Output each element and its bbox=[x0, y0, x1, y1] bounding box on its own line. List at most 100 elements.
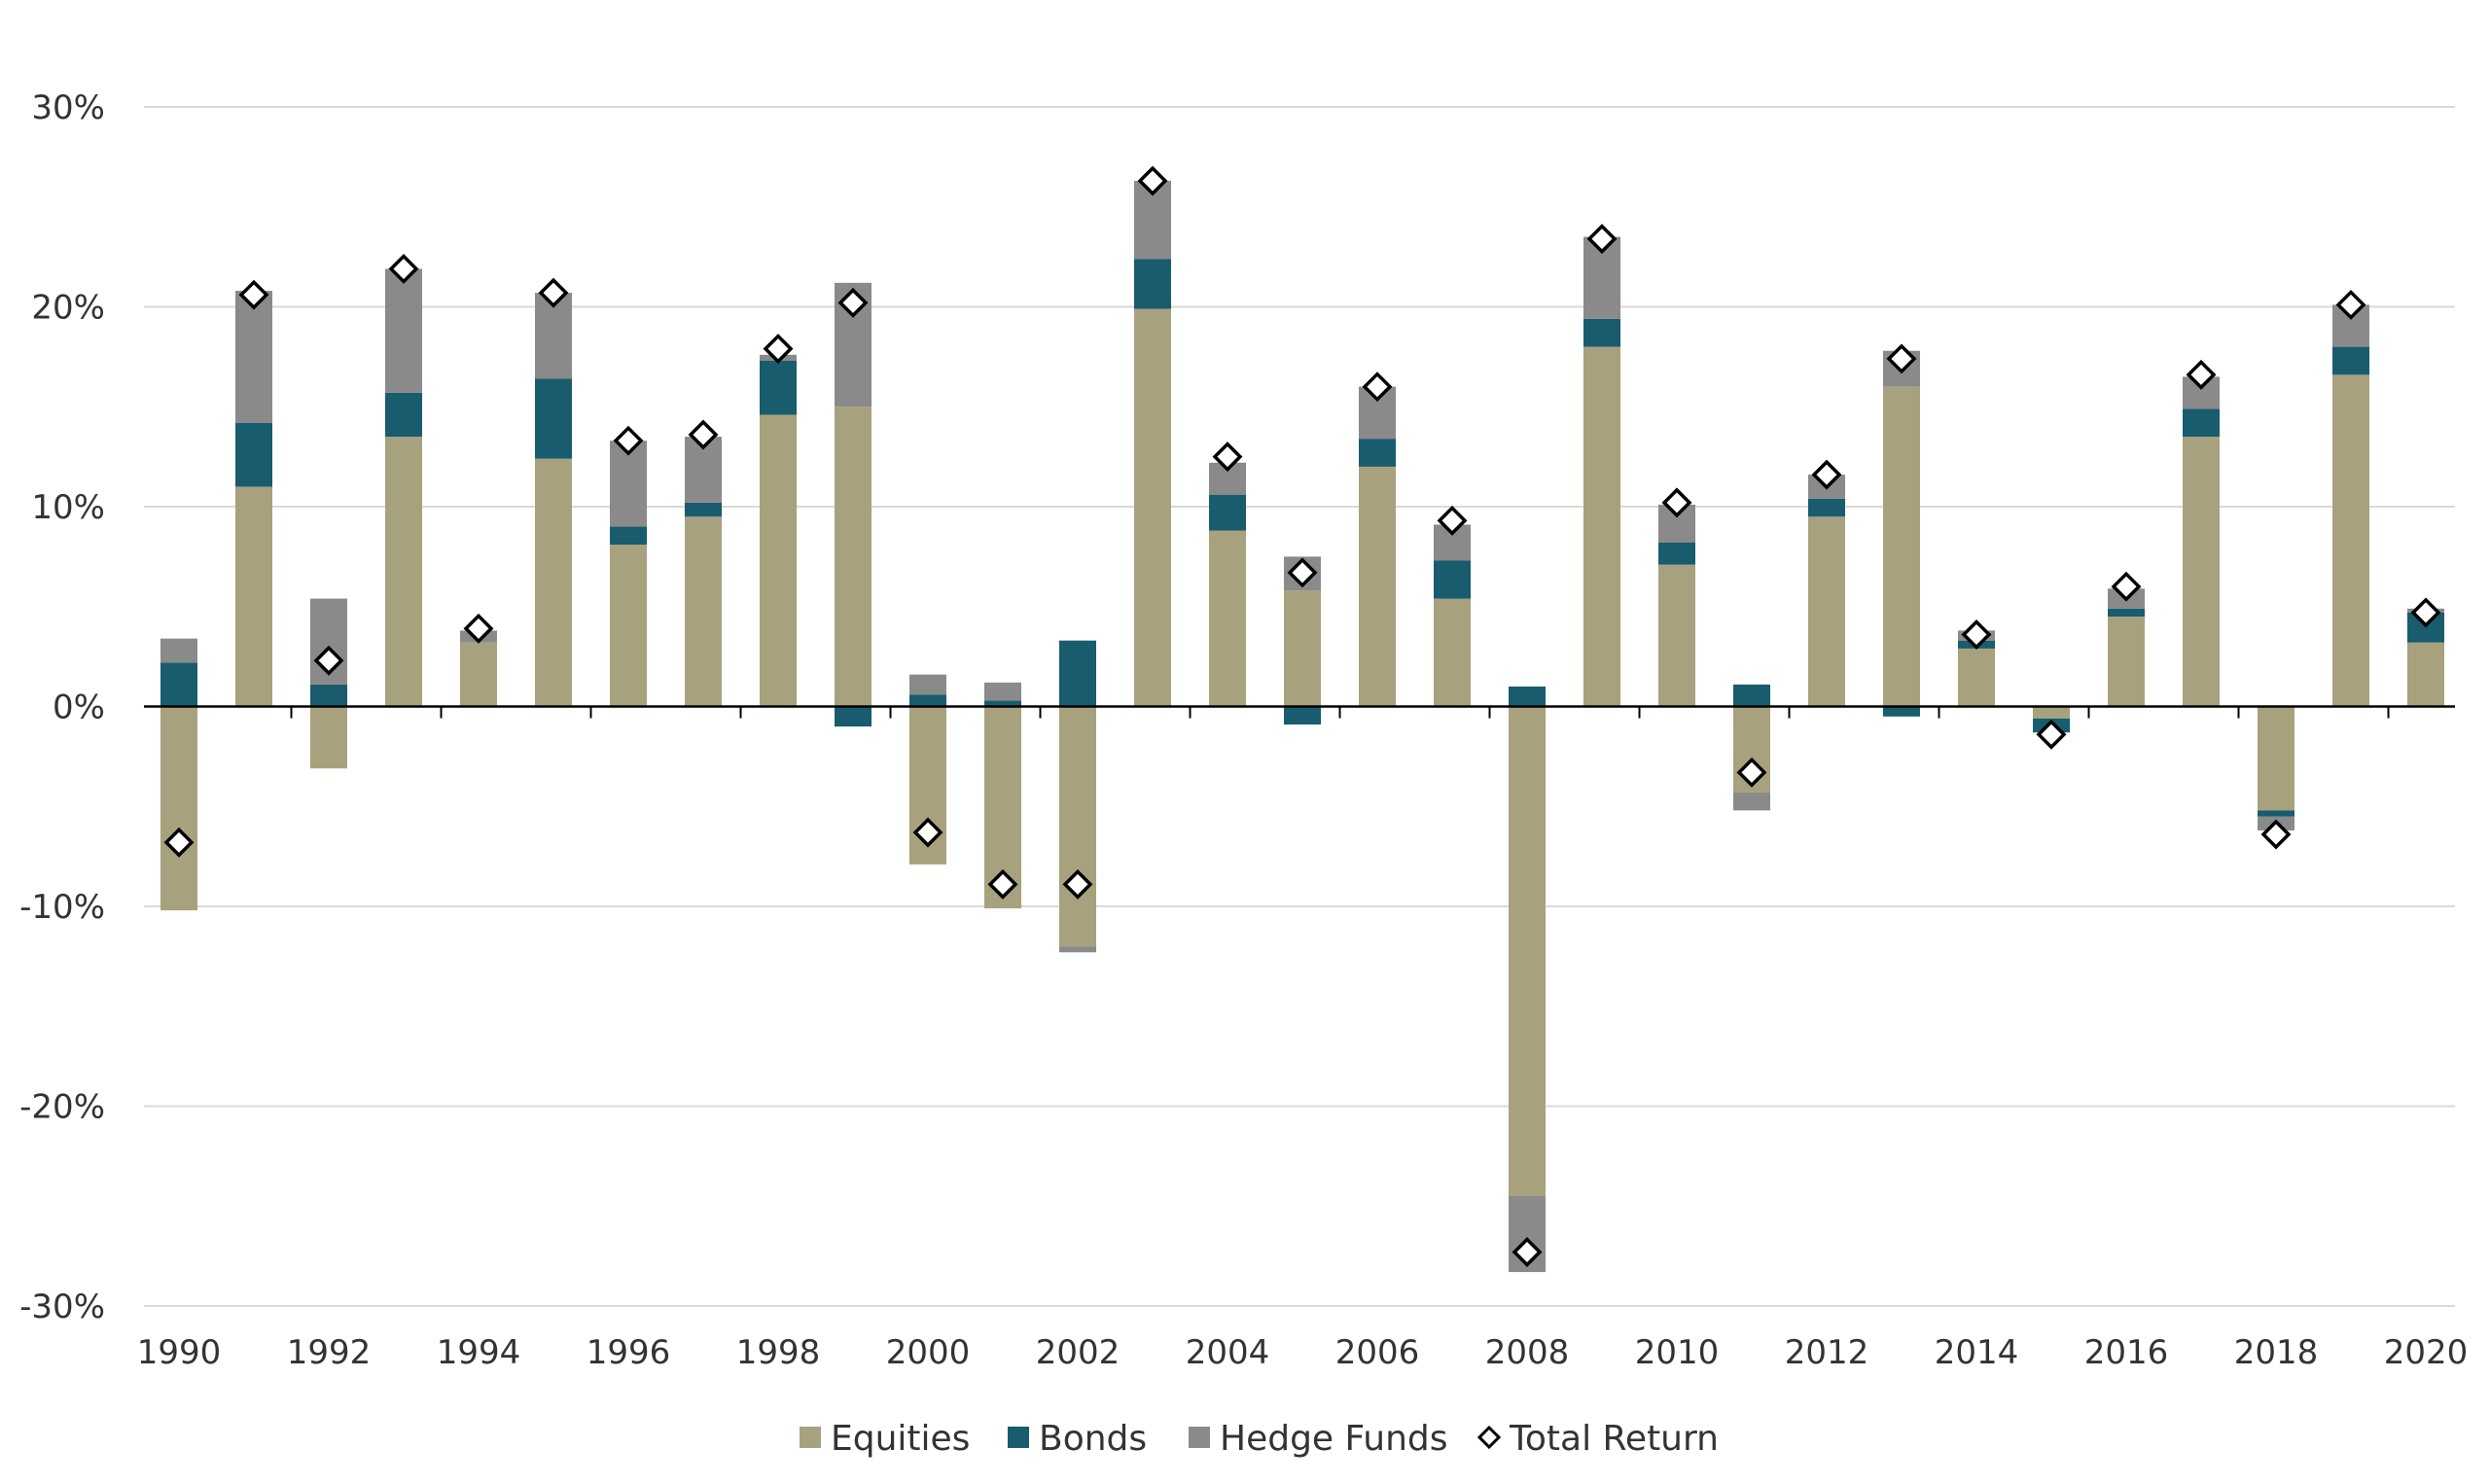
bar-equities-1990 bbox=[160, 706, 197, 911]
bar-bonds-1990 bbox=[160, 662, 197, 707]
bar-bonds-2018 bbox=[2258, 810, 2294, 817]
total-return-marker-2019 bbox=[2335, 289, 2366, 320]
y-tick-label: 10% bbox=[31, 488, 105, 527]
bar-bonds-1999 bbox=[835, 706, 872, 727]
bar-equities-2019 bbox=[2332, 374, 2369, 707]
x-tick-label: 2004 bbox=[1186, 1333, 1270, 1372]
total-return-marker-2016 bbox=[2111, 571, 2142, 602]
total-return-marker-1999 bbox=[837, 287, 869, 318]
total-return-marker-2007 bbox=[1437, 505, 1468, 536]
bar-bonds-2004 bbox=[1209, 494, 1246, 531]
total-return-marker-1990 bbox=[163, 827, 195, 858]
legend-swatch-hedge-funds bbox=[1189, 1427, 1210, 1448]
total-return-marker-1995 bbox=[538, 277, 569, 308]
x-tick-label: 2008 bbox=[1485, 1333, 1570, 1372]
total-return-marker-1998 bbox=[763, 334, 794, 365]
x-tick-label: 2016 bbox=[2084, 1333, 2169, 1372]
bar-equities-2016 bbox=[2108, 617, 2145, 707]
bar-equities-2012 bbox=[1808, 516, 1845, 707]
x-tick-label: 1992 bbox=[287, 1333, 372, 1372]
bar-hedge-funds-1993 bbox=[385, 268, 422, 393]
total-return-marker-2014 bbox=[1961, 619, 1992, 650]
x-axis bbox=[144, 705, 2455, 719]
total-return-marker-1994 bbox=[463, 613, 494, 644]
bar-bonds-2010 bbox=[1658, 542, 1695, 565]
total-return-marker-1991 bbox=[238, 279, 269, 310]
legend-label-bonds: Bonds bbox=[1039, 1419, 1147, 1459]
bar-bonds-2005 bbox=[1284, 706, 1321, 724]
legend-label-equities: Equities bbox=[831, 1419, 970, 1459]
bar-equities-1998 bbox=[760, 414, 797, 707]
total-return-marker-2009 bbox=[1586, 224, 1618, 255]
bar-equities-2007 bbox=[1434, 598, 1471, 707]
y-tick-label: -10% bbox=[19, 888, 105, 927]
gridlines bbox=[144, 106, 2455, 1307]
x-tick-label: 1990 bbox=[137, 1333, 222, 1372]
bar-equities-2003 bbox=[1134, 308, 1171, 707]
total-return-marker-2018 bbox=[2260, 819, 2292, 850]
legend-label-hedge-funds: Hedge Funds bbox=[1220, 1419, 1448, 1459]
bar-equities-2010 bbox=[1658, 564, 1695, 707]
x-tick-label: 2006 bbox=[1335, 1333, 1420, 1372]
bar-hedge-funds-1991 bbox=[235, 291, 272, 423]
total-return-marker-2006 bbox=[1362, 371, 1393, 403]
bar-bonds-2017 bbox=[2183, 408, 2220, 438]
x-tick-label: 2010 bbox=[1635, 1333, 1720, 1372]
legend: Equities Bonds Hedge Funds Total Return bbox=[800, 1419, 1719, 1459]
y-tick-label: 20% bbox=[31, 289, 105, 328]
legend-swatch-total-return bbox=[1476, 1425, 1502, 1450]
bar-bonds-2001 bbox=[984, 700, 1021, 707]
total-return-marker-2004 bbox=[1212, 442, 1243, 473]
total-return-marker-2011 bbox=[1736, 757, 1767, 788]
bar-equities-2009 bbox=[1583, 346, 1620, 707]
x-tick-label: 1998 bbox=[736, 1333, 821, 1372]
total-return-marker-2001 bbox=[987, 868, 1018, 900]
bar-equities-2014 bbox=[1958, 648, 1995, 707]
total-return-marker-1992 bbox=[313, 645, 344, 676]
total-return-marker-2015 bbox=[2036, 719, 2067, 750]
y-tick-label: -30% bbox=[19, 1288, 105, 1326]
y-tick-label: 0% bbox=[53, 689, 105, 727]
bar-equities-2008 bbox=[1509, 706, 1546, 1196]
bar-bonds-2007 bbox=[1434, 560, 1471, 599]
total-return-marker-2005 bbox=[1287, 557, 1318, 588]
bar-bonds-2012 bbox=[1808, 498, 1845, 517]
x-tick-label: 2018 bbox=[2234, 1333, 2319, 1372]
bar-bonds-2019 bbox=[2332, 346, 2369, 375]
bar-bonds-2003 bbox=[1134, 259, 1171, 309]
bar-equities-1992 bbox=[310, 706, 347, 769]
y-tick-label: 30% bbox=[31, 88, 105, 127]
bar-equities-2002 bbox=[1059, 706, 1096, 947]
bar-bonds-1993 bbox=[385, 392, 422, 438]
bar-equities-1994 bbox=[460, 642, 497, 707]
bar-hedge-funds-2002 bbox=[1059, 946, 1096, 953]
bar-bonds-2000 bbox=[909, 694, 946, 707]
bar-equities-1991 bbox=[235, 486, 272, 707]
bar-bonds-1997 bbox=[685, 502, 722, 517]
bars bbox=[160, 181, 2444, 1273]
total-return-marker-2000 bbox=[912, 817, 943, 848]
bar-bonds-1998 bbox=[760, 360, 797, 415]
bar-bonds-1992 bbox=[310, 684, 347, 707]
bar-equities-2006 bbox=[1359, 466, 1396, 707]
bar-bonds-1995 bbox=[535, 378, 572, 459]
bar-equities-2005 bbox=[1284, 590, 1321, 707]
bar-equities-1995 bbox=[535, 458, 572, 707]
y-axis-tick-labels: 30% 20% 10% 0% -10% -20% -30% bbox=[19, 88, 105, 1326]
bar-bonds-2009 bbox=[1583, 318, 1620, 347]
bar-equities-1996 bbox=[610, 545, 647, 707]
bar-hedge-funds-1990 bbox=[160, 638, 197, 663]
bar-equities-2013 bbox=[1883, 386, 1920, 707]
total-return-marker-1996 bbox=[613, 425, 644, 456]
bar-equities-2015 bbox=[2033, 706, 2070, 719]
total-return-marker-2017 bbox=[2186, 359, 2217, 390]
bar-hedge-funds-2011 bbox=[1733, 792, 1770, 811]
total-return-marker-2002 bbox=[1062, 868, 1093, 900]
total-return-marker-1993 bbox=[388, 253, 419, 284]
bar-hedge-funds-2001 bbox=[984, 682, 1021, 701]
x-tick-label: 2002 bbox=[1036, 1333, 1120, 1372]
x-axis-tick-labels: 1990 1992 1994 1996 1998 2000 2002 2004 2006 2008… bbox=[137, 1333, 2469, 1372]
bar-bonds-1991 bbox=[235, 422, 272, 487]
bar-bonds-2008 bbox=[1509, 686, 1546, 707]
